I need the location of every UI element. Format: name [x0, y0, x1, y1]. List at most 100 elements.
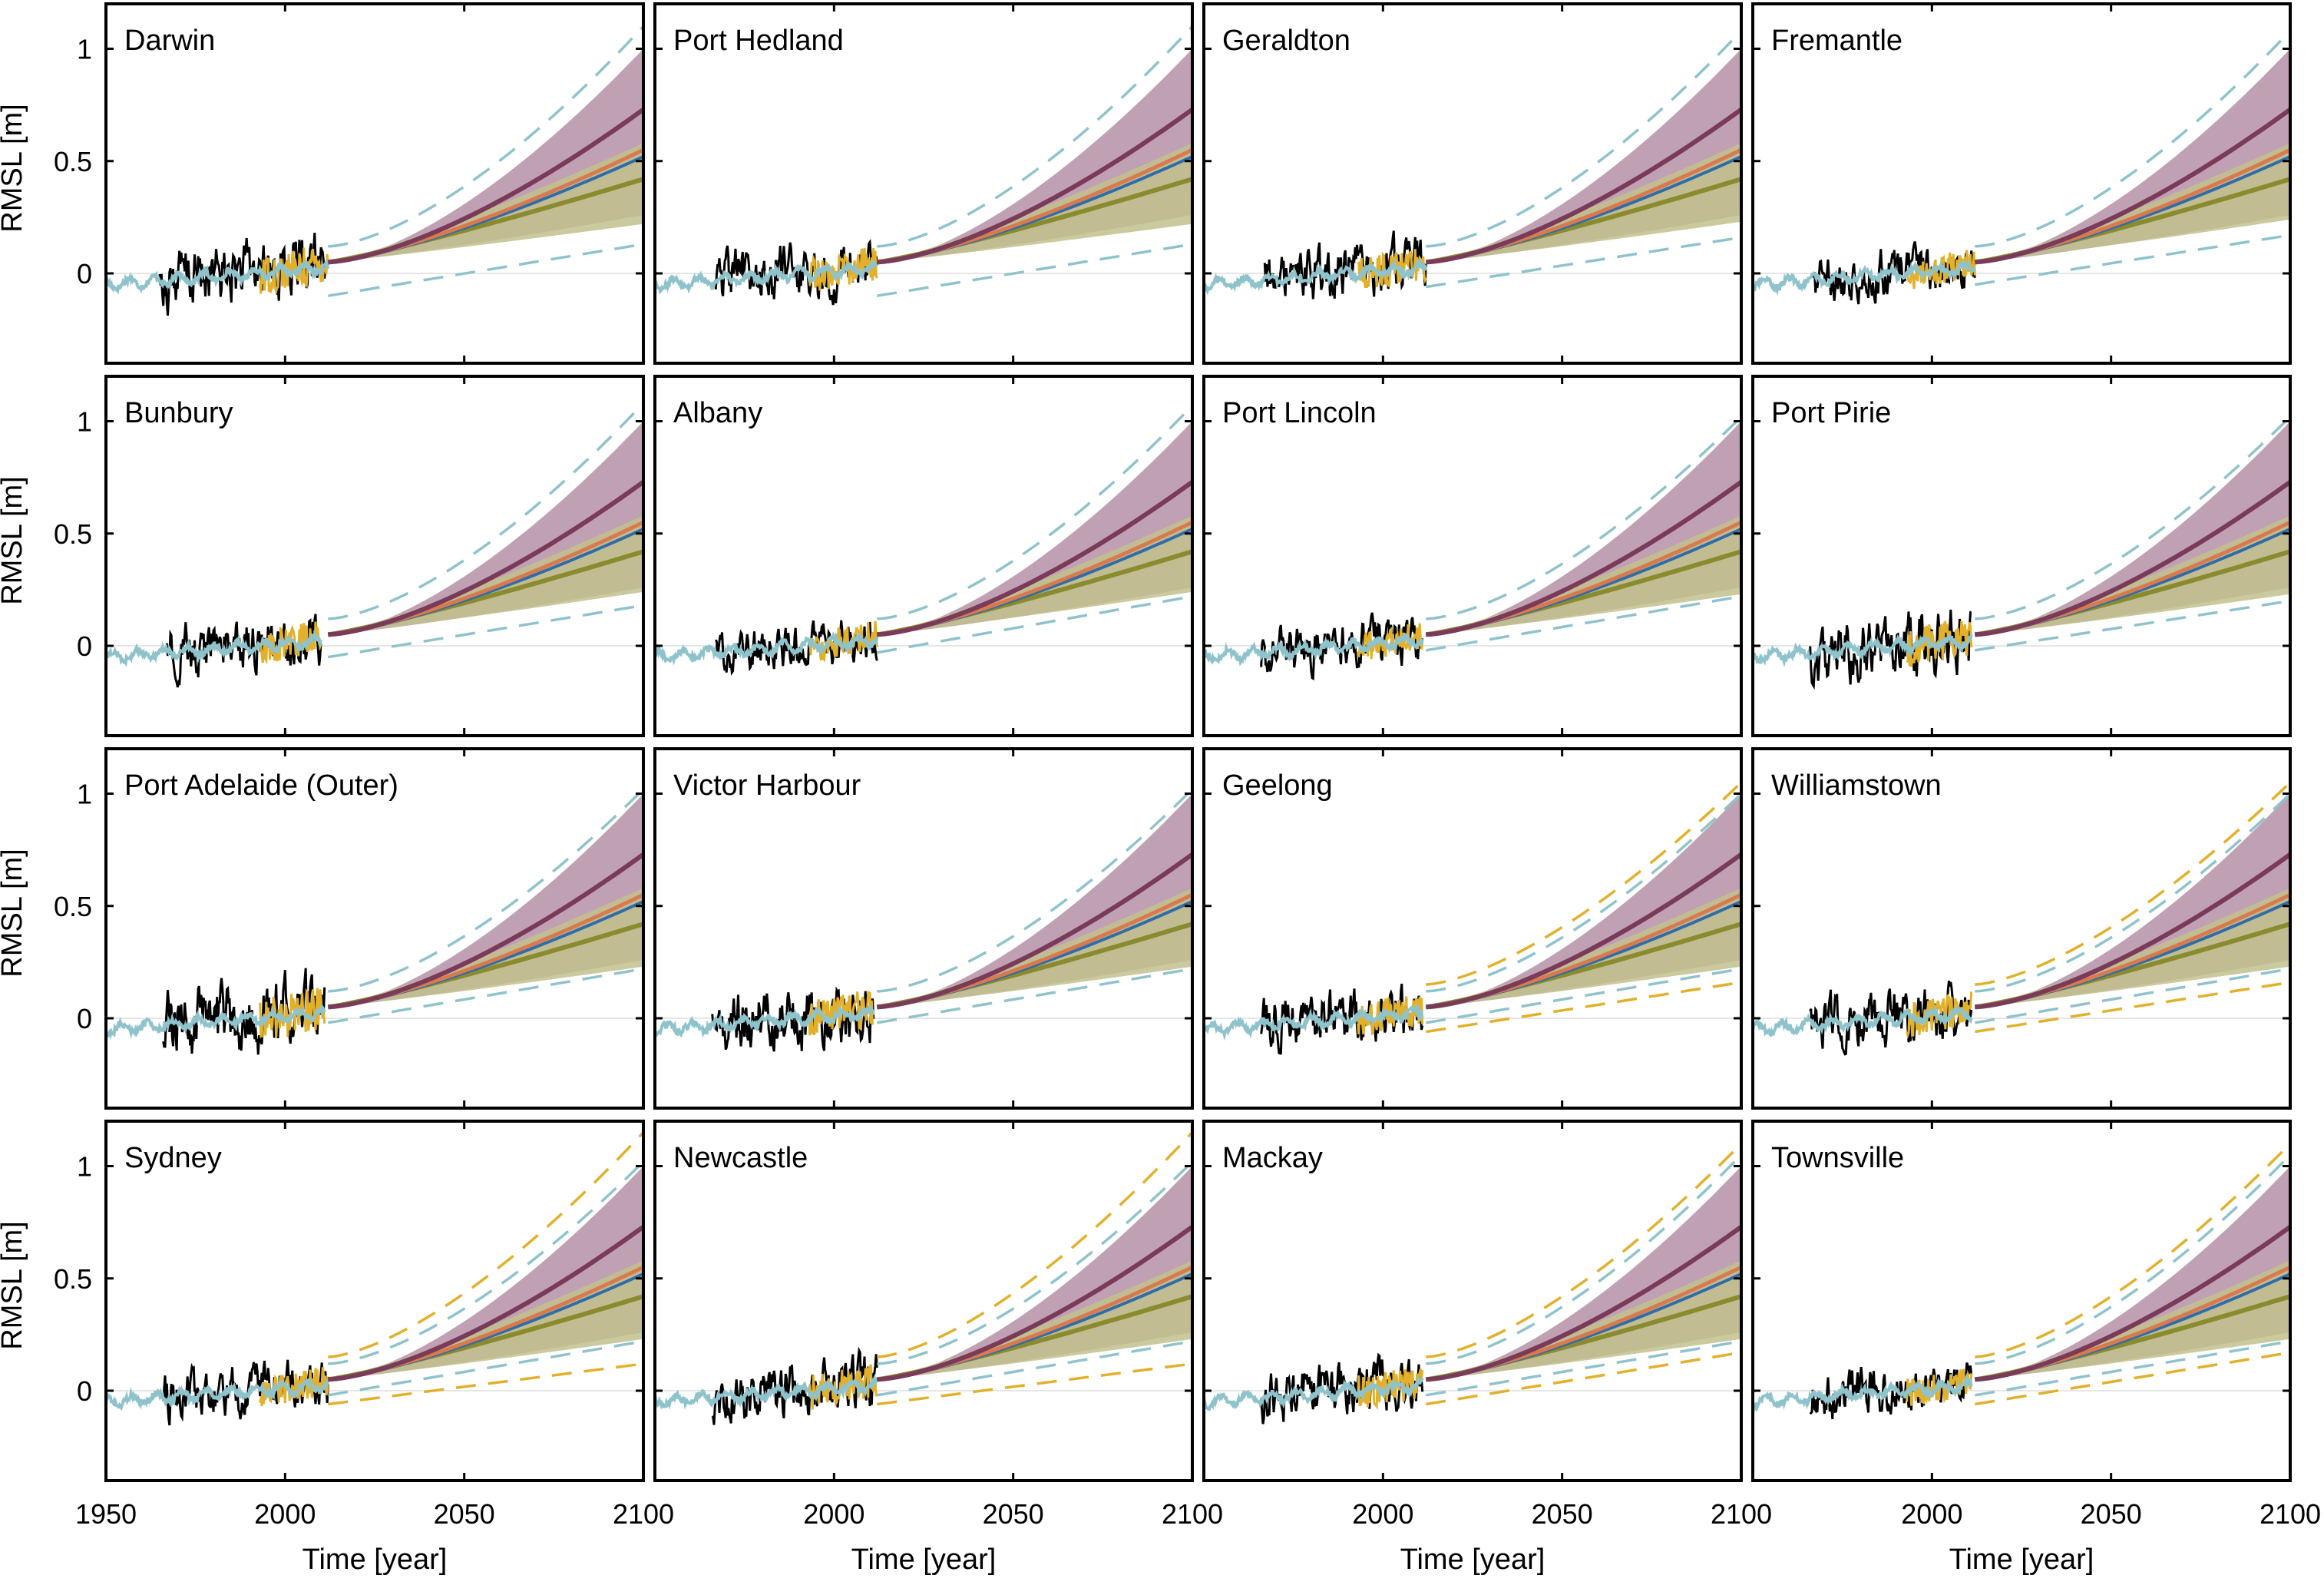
- dashed-lower: [328, 243, 643, 298]
- projection-high: [877, 852, 1192, 1010]
- station-label: Geraldton: [1222, 25, 1350, 57]
- dashed-upper: [1975, 1153, 2290, 1365]
- series-gold: [808, 247, 878, 291]
- dashed-upper: [1426, 1153, 1741, 1365]
- y-tick-label: 0: [77, 258, 92, 290]
- y-axis-title: RMSL [m]: [0, 1221, 28, 1350]
- x-tick-label: 2050: [983, 1498, 1044, 1530]
- dashed-upper: [877, 1160, 1192, 1365]
- station-label: Mackay: [1222, 1142, 1323, 1174]
- projection-high: [1426, 1225, 1741, 1382]
- dashed-upper: [877, 25, 1192, 248]
- series-reconstruction: [1753, 1373, 1973, 1414]
- panel-geelong: Geelong: [1202, 747, 1743, 1110]
- panel-sydney: Sydney 0 0.5 1 RMSL [m] 1950 2000 2050 2100 Time …: [0, 1120, 674, 1576]
- dashed-lower: [1426, 236, 1741, 289]
- y-tick-label: 0.5: [54, 146, 92, 177]
- projection-high: [1426, 852, 1741, 1010]
- station-label: Victor Harbour: [673, 769, 861, 802]
- x-axis-title: Time [year]: [1400, 1544, 1545, 1576]
- dashed-upper: [1975, 29, 2290, 248]
- band-low: [877, 143, 1192, 263]
- series-gold: [1906, 991, 1973, 1040]
- series-observed: [162, 968, 326, 1055]
- series-reconstruction: [1753, 633, 1973, 668]
- projection-high: [1426, 108, 1741, 265]
- projection-high: [877, 480, 1192, 637]
- dashed-gold-lower: [877, 1362, 1192, 1406]
- dashed-lower: [1426, 594, 1741, 652]
- dashed-upper: [877, 788, 1192, 993]
- panel-port-adelaide-outer: Port Adelaide (Outer) 0 0.5 1 RMSL [m]: [0, 747, 645, 1110]
- projection-high: [328, 852, 643, 1010]
- y-tick-label: 1: [77, 34, 92, 65]
- series-gold: [1357, 996, 1424, 1036]
- station-label: Albany: [673, 397, 762, 429]
- panel-frame: [1202, 375, 1743, 737]
- dashed-lower: [328, 604, 643, 659]
- panel-frame: [1202, 747, 1743, 1110]
- x-tick-label: 2050: [1532, 1498, 1593, 1530]
- band-low: [1426, 1260, 1741, 1380]
- panel-victor-harbour: Victor Harbour: [653, 747, 1194, 1110]
- dashed-lower: [1426, 967, 1741, 1024]
- y-tick-label: 0: [77, 1003, 92, 1034]
- station-label: Port Pirie: [1771, 397, 1891, 429]
- panel-frame: [653, 747, 1194, 1110]
- station-label: Sydney: [124, 1142, 222, 1174]
- x-tick-label: 2100: [1711, 1498, 1772, 1530]
- panel-port-pirie: Port Pirie: [1751, 375, 2292, 737]
- x-tick-label: 2100: [613, 1498, 674, 1530]
- panel-geraldton: Geraldton: [1202, 2, 1743, 365]
- panel-port-hedland: Port Hedland: [653, 2, 1194, 365]
- projection-high: [877, 108, 1192, 265]
- band-low: [1426, 515, 1741, 635]
- panel-fremantle: Fremantle: [1751, 2, 2292, 365]
- panel-port-lincoln: Port Lincoln: [1202, 375, 1743, 737]
- series-reconstruction: [1204, 1375, 1424, 1411]
- panel-frame: [1202, 2, 1743, 365]
- series-gold: [808, 989, 874, 1036]
- station-label: Port Lincoln: [1222, 397, 1377, 429]
- x-axis-title: Time [year]: [851, 1544, 997, 1576]
- station-label: Darwin: [124, 25, 215, 57]
- band-low: [1975, 515, 2290, 635]
- x-tick-label: 2050: [2081, 1498, 2142, 1530]
- series-reconstruction: [106, 256, 330, 295]
- dashed-lower: [1975, 233, 2290, 286]
- panel-frame: [1751, 747, 2292, 1110]
- series-reconstruction: [1753, 1004, 1973, 1038]
- band-low: [328, 1260, 643, 1380]
- dashed-lower: [328, 967, 643, 1024]
- series-reconstruction: [106, 1377, 329, 1411]
- station-label: Geelong: [1222, 769, 1333, 802]
- panel-frame: [104, 375, 645, 737]
- dashed-upper: [1426, 415, 1741, 620]
- panel-frame: [653, 2, 1194, 365]
- band-low: [877, 888, 1192, 1008]
- dashed-upper: [1975, 792, 2290, 993]
- series-reconstruction: [1204, 632, 1424, 667]
- band-low: [328, 143, 643, 263]
- dashed-lower: [328, 1339, 643, 1397]
- panel-townsville: Townsville 2000 2050 2100 Time [year]: [1751, 1120, 2321, 1576]
- x-axis-title: Time [year]: [1949, 1544, 2094, 1576]
- projection-high: [1426, 480, 1741, 637]
- panel-frame: [1202, 1120, 1743, 1482]
- dashed-upper: [1426, 792, 1741, 993]
- band-low: [1975, 888, 2290, 1008]
- series-reconstruction: [106, 1004, 326, 1041]
- panel-frame: [104, 747, 645, 1110]
- x-tick-label: 2000: [254, 1498, 316, 1530]
- x-tick-label: 2100: [2260, 1498, 2321, 1530]
- dashed-gold-lower: [1975, 981, 2290, 1034]
- band-low: [1975, 1260, 2290, 1380]
- y-tick-label: 0.5: [54, 518, 92, 550]
- x-axis-title: Time [year]: [302, 1544, 448, 1576]
- station-label: Williamstown: [1771, 769, 1942, 802]
- series-observed: [1260, 983, 1424, 1055]
- dashed-lower: [1975, 1339, 2290, 1397]
- band-low: [1975, 143, 2290, 263]
- panel-frame: [1751, 1120, 2292, 1482]
- projection-high: [1975, 852, 2290, 1010]
